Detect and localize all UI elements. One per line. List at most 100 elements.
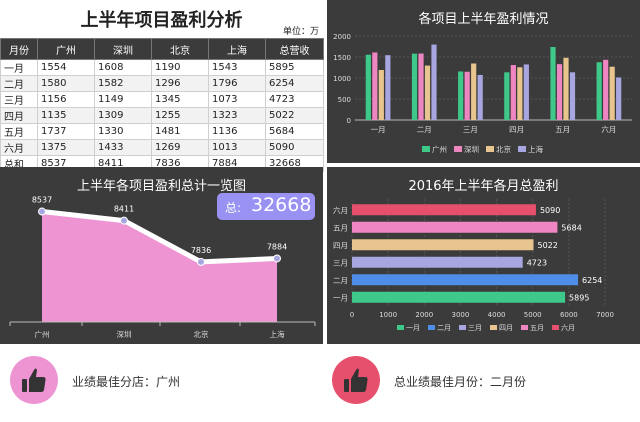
table-cell: 1323 bbox=[208, 107, 266, 124]
table-header-cell: 总营收 bbox=[265, 38, 324, 60]
hbar-二月 bbox=[352, 274, 579, 286]
bar-上海-二月 bbox=[431, 44, 437, 120]
legend-swatch bbox=[521, 325, 528, 330]
grouped-bar-title: 各项目上半年盈利情况 bbox=[418, 12, 549, 27]
x-tick-label: 3000 bbox=[452, 311, 470, 319]
legend-label: 五月 bbox=[530, 324, 544, 332]
summary-table-panel: 上半年项目盈利分析 单位：万 月份 广州 深圳 北京 上海 总营收 一月 1554 1608 1… bbox=[0, 0, 324, 172]
x-tick-label: 6000 bbox=[560, 311, 578, 319]
legend-swatch bbox=[459, 325, 466, 330]
y-tick-label: 500 bbox=[338, 96, 351, 104]
bar-广州-三月 bbox=[458, 71, 464, 120]
area-chart-panel: 上半年各项目盈利总计一览图 8537 广州 8411 深圳 7836 北京 7884 上海 总… bbox=[0, 167, 323, 344]
table-cell: 一月 bbox=[0, 59, 38, 76]
y-tick-label: 1000 bbox=[333, 75, 351, 83]
table-row: 六月 1375 1433 1269 1013 5090 bbox=[0, 139, 324, 156]
table-cell: 1073 bbox=[208, 91, 266, 108]
bar-上海-四月 bbox=[523, 64, 529, 120]
data-label: 5022 bbox=[538, 241, 558, 250]
legend-label: 六月 bbox=[561, 323, 575, 332]
legend-label: 上海 bbox=[528, 144, 543, 154]
table-cell: 1190 bbox=[151, 59, 209, 76]
data-label: 7836 bbox=[191, 246, 211, 255]
y-tick-label: 五月 bbox=[333, 223, 348, 232]
table-cell: 六月 bbox=[0, 139, 38, 156]
area-line bbox=[41, 209, 278, 265]
table-cell: 四月 bbox=[0, 107, 38, 124]
table-cell: 二月 bbox=[0, 75, 38, 92]
data-label: 4723 bbox=[527, 258, 547, 267]
legend-swatch bbox=[518, 146, 526, 152]
y-tick-label: 二月 bbox=[333, 276, 348, 285]
horizontal-bar-chart: 0 1000 2000 3000 4000 5000 6000 7000 六月 5090 五月 568… bbox=[333, 199, 614, 332]
bar-北京-三月 bbox=[471, 63, 477, 120]
table-header-cell: 北京 bbox=[151, 38, 209, 60]
bar-深圳-六月 bbox=[603, 59, 609, 120]
table-cell: 1309 bbox=[94, 107, 152, 124]
legend-swatch bbox=[397, 325, 404, 330]
bar-深圳-二月 bbox=[418, 53, 424, 120]
thumbs-up-icon-circle-right bbox=[332, 356, 380, 404]
y-tick-label: 1500 bbox=[333, 54, 351, 62]
data-label: 8411 bbox=[114, 205, 134, 214]
bar-广州-一月 bbox=[365, 54, 371, 121]
table-cell: 1796 bbox=[208, 75, 266, 92]
total-badge: 总: 32668 bbox=[217, 193, 315, 220]
table-cell: 五月 bbox=[0, 123, 38, 140]
table-cell: 1330 bbox=[94, 123, 152, 140]
y-tick-label: 2000 bbox=[333, 33, 351, 41]
thumbs-up-icon bbox=[22, 368, 46, 392]
table-header-cell: 深圳 bbox=[94, 38, 152, 60]
x-tick-label: 7000 bbox=[596, 311, 614, 319]
legend-label: 广州 bbox=[432, 144, 447, 154]
grouped-bar-panel: 各项目上半年盈利情况 0 500 1000 1500 2000 一月 二月 三月 四月 五月 六月广… bbox=[327, 0, 640, 163]
bar-广州-五月 bbox=[550, 47, 556, 120]
bar-深圳-四月 bbox=[510, 65, 516, 120]
legend-swatch bbox=[428, 325, 435, 330]
x-tick-label: 三月 bbox=[463, 125, 478, 134]
legend-label: 一月 bbox=[406, 324, 420, 332]
area-fill bbox=[42, 211, 277, 322]
thumbs-up-icon-circle-left bbox=[10, 356, 58, 404]
best-branch-text: 业绩最佳分店：广州 bbox=[72, 375, 181, 389]
table-row: 一月 1554 1608 1190 1543 5895 bbox=[0, 59, 324, 76]
x-tick-label: 1000 bbox=[379, 311, 397, 319]
hbar-六月 bbox=[352, 204, 536, 216]
best-month-card: 总业绩最佳月份：二月份 bbox=[327, 350, 640, 410]
table-row: 四月 1135 1309 1255 1323 5022 bbox=[0, 107, 324, 124]
data-label: 5090 bbox=[540, 206, 560, 215]
data-label: 5684 bbox=[561, 223, 581, 232]
table-cell: 1481 bbox=[151, 123, 209, 140]
legend-swatch bbox=[422, 146, 430, 152]
legend-label: 北京 bbox=[496, 144, 511, 154]
table-cell: 5684 bbox=[265, 123, 324, 140]
total-value: 32668 bbox=[251, 194, 312, 216]
bar-北京-六月 bbox=[609, 66, 615, 120]
table-cell: 1149 bbox=[94, 91, 152, 108]
x-tick-label: 5000 bbox=[524, 311, 542, 319]
table-header-cell: 月份 bbox=[0, 38, 38, 60]
table-cell: 5022 bbox=[265, 107, 324, 124]
total-label: 总: bbox=[225, 201, 242, 215]
table-cell: 1554 bbox=[37, 59, 95, 76]
table-cell: 1156 bbox=[37, 91, 95, 108]
x-tick-label: 一月 bbox=[371, 125, 386, 134]
bar-上海-六月 bbox=[616, 77, 622, 120]
table-cell: 1737 bbox=[37, 123, 95, 140]
legend-label: 二月 bbox=[437, 324, 451, 332]
y-tick-label: 一月 bbox=[333, 293, 348, 302]
table-row: 二月 1580 1582 1296 1796 6254 bbox=[0, 75, 324, 92]
table-header-row: 月份 广州 深圳 北京 上海 总营收 bbox=[0, 38, 324, 60]
bar-北京-二月 bbox=[424, 65, 431, 120]
bar-广州-六月 bbox=[596, 62, 602, 120]
bar-上海-三月 bbox=[477, 74, 483, 120]
table-cell: 1433 bbox=[94, 139, 152, 156]
bar-北京-四月 bbox=[517, 67, 523, 120]
data-label: 5895 bbox=[569, 293, 589, 302]
table-cell: 1543 bbox=[208, 59, 266, 76]
x-tick-label: 二月 bbox=[417, 125, 432, 134]
hbar-三月 bbox=[352, 256, 523, 268]
bar-北京-一月 bbox=[378, 70, 384, 120]
legend-label: 深圳 bbox=[464, 144, 479, 154]
table-cell: 1375 bbox=[37, 139, 95, 156]
